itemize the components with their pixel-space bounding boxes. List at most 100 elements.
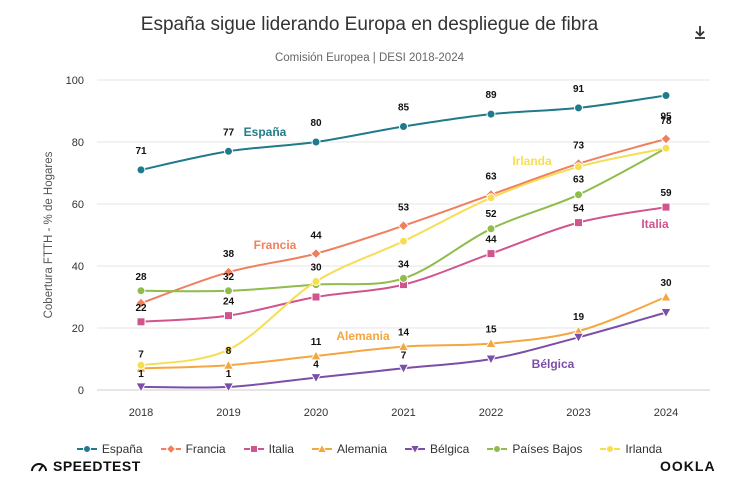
data-point-irlanda (311, 277, 321, 286)
data-label: 34 (398, 259, 410, 270)
data-point-italia (661, 202, 671, 212)
legend-label: Países Bajos (512, 442, 583, 456)
legend-swatch (160, 443, 181, 455)
data-label: 28 (135, 272, 147, 283)
data-label: 44 (485, 235, 497, 246)
series-label-irlanda: Irlanda (512, 154, 552, 168)
legend-item-irlanda[interactable]: Irlanda (600, 442, 662, 456)
chart-title: España sigue liderando Europa en desplie… (140, 14, 599, 35)
data-point-paises-bajos (399, 273, 408, 283)
data-label: 30 (310, 263, 322, 274)
data-label: 24 (223, 297, 235, 308)
legend-marker (316, 443, 328, 453)
data-label: 30 (660, 278, 672, 289)
data-point-italia (574, 218, 583, 228)
data-label: 80 (310, 118, 322, 129)
line-chart: 0 20 40 60 80 100 2018 2019 2020 2021 2022 2023 2024… (43, 75, 710, 419)
legend-marker (606, 445, 615, 453)
data-point-paises-bajos (224, 286, 233, 296)
legend-item-espana[interactable]: España (76, 442, 143, 456)
data-point-belgica (485, 354, 497, 366)
data-label: 71 (135, 146, 147, 157)
y-tick-label: 20 (72, 323, 84, 335)
data-label: 1 (226, 369, 232, 380)
data-point-espana (574, 103, 583, 113)
legend-marker (493, 445, 502, 453)
data-point-paises-bajos (574, 190, 583, 200)
data-label: 63 (485, 172, 497, 183)
data-label: 59 (660, 188, 672, 199)
data-point-belgica (572, 332, 585, 344)
x-tick-label: 2022 (479, 407, 503, 419)
legend-marker (249, 445, 258, 453)
data-point-irlanda (136, 360, 146, 370)
series-label-alemania: Alemania (336, 329, 390, 343)
download-icon[interactable] (690, 22, 710, 42)
legend-marker (409, 445, 421, 455)
data-label: 22 (135, 303, 147, 314)
legend-item-paises-bajos[interactable]: Países Bajos (487, 442, 582, 456)
x-tick-label: 2023 (566, 407, 590, 419)
data-point-paises-bajos (136, 286, 146, 296)
speedometer-icon (31, 463, 47, 472)
data-point-francia (397, 219, 410, 232)
data-point-alemania (310, 349, 322, 361)
data-point-espana (136, 165, 146, 175)
legend-swatch (243, 445, 264, 453)
data-point-irlanda (661, 143, 671, 153)
data-label: 91 (573, 84, 585, 95)
data-point-alemania (222, 359, 235, 370)
legend-swatch (405, 445, 425, 455)
data-point-irlanda (224, 345, 233, 355)
legend-swatch (600, 445, 621, 453)
legend-label: España (101, 442, 143, 456)
series-label-francia: Francia (254, 238, 297, 252)
data-label: 95 (660, 112, 672, 123)
data-point-italia (311, 292, 321, 302)
data-label: 8 (226, 346, 232, 357)
data-point-irlanda (574, 162, 583, 172)
ookla-logo: OOKLA (660, 458, 716, 474)
data-point-espana (224, 146, 233, 156)
data-point-belgica (222, 382, 235, 393)
y-tick-label: 40 (72, 261, 84, 273)
data-point-espana (661, 91, 671, 100)
data-point-alemania (660, 290, 672, 302)
data-label: 85 (398, 103, 410, 114)
data-point-francia (135, 297, 147, 309)
series-label-belgica: Bélgica (532, 357, 575, 371)
legend-marker (82, 445, 91, 453)
legend-item-alemania[interactable]: Alemania (311, 442, 387, 456)
legend-swatch (76, 445, 97, 453)
data-point-belgica (397, 363, 410, 375)
data-point-francia (310, 247, 322, 260)
y-tick-label: 60 (72, 199, 84, 211)
legend-label: Irlanda (625, 442, 663, 456)
data-label: 4 (313, 360, 319, 371)
legend-label: Alemania (336, 442, 387, 456)
chart-subtitle: Comisión Europea | DESI 2018-2024 (274, 52, 464, 64)
legend-item-belgica[interactable]: Bélgica (405, 442, 469, 456)
legend-marker (165, 443, 176, 455)
data-label: 32 (223, 272, 235, 283)
data-label: 52 (485, 209, 497, 220)
data-label: 78 (660, 116, 672, 127)
data-point-italia (486, 249, 496, 259)
legend-swatch (311, 443, 332, 453)
series-label-espana: España (244, 125, 287, 139)
x-tick-label: 2020 (304, 407, 328, 419)
data-point-paises-bajos (486, 224, 496, 234)
legend-label: Bélgica (430, 442, 470, 456)
legend-item-francia[interactable]: Francia (160, 442, 226, 456)
data-label: 15 (485, 325, 497, 336)
y-tick-label: 100 (66, 75, 84, 87)
data-label: 7 (401, 350, 407, 361)
x-tick-label: 2018 (129, 407, 153, 419)
legend-item-italia[interactable]: Italia (243, 442, 294, 456)
data-point-italia (136, 317, 146, 327)
data-point-irlanda (399, 236, 408, 246)
x-tick-label: 2019 (216, 407, 240, 419)
x-tick-label: 2021 (391, 407, 415, 419)
data-label: 89 (485, 90, 497, 101)
legend: España Francia Italia Alemania Bélgica Países… (0, 442, 739, 456)
